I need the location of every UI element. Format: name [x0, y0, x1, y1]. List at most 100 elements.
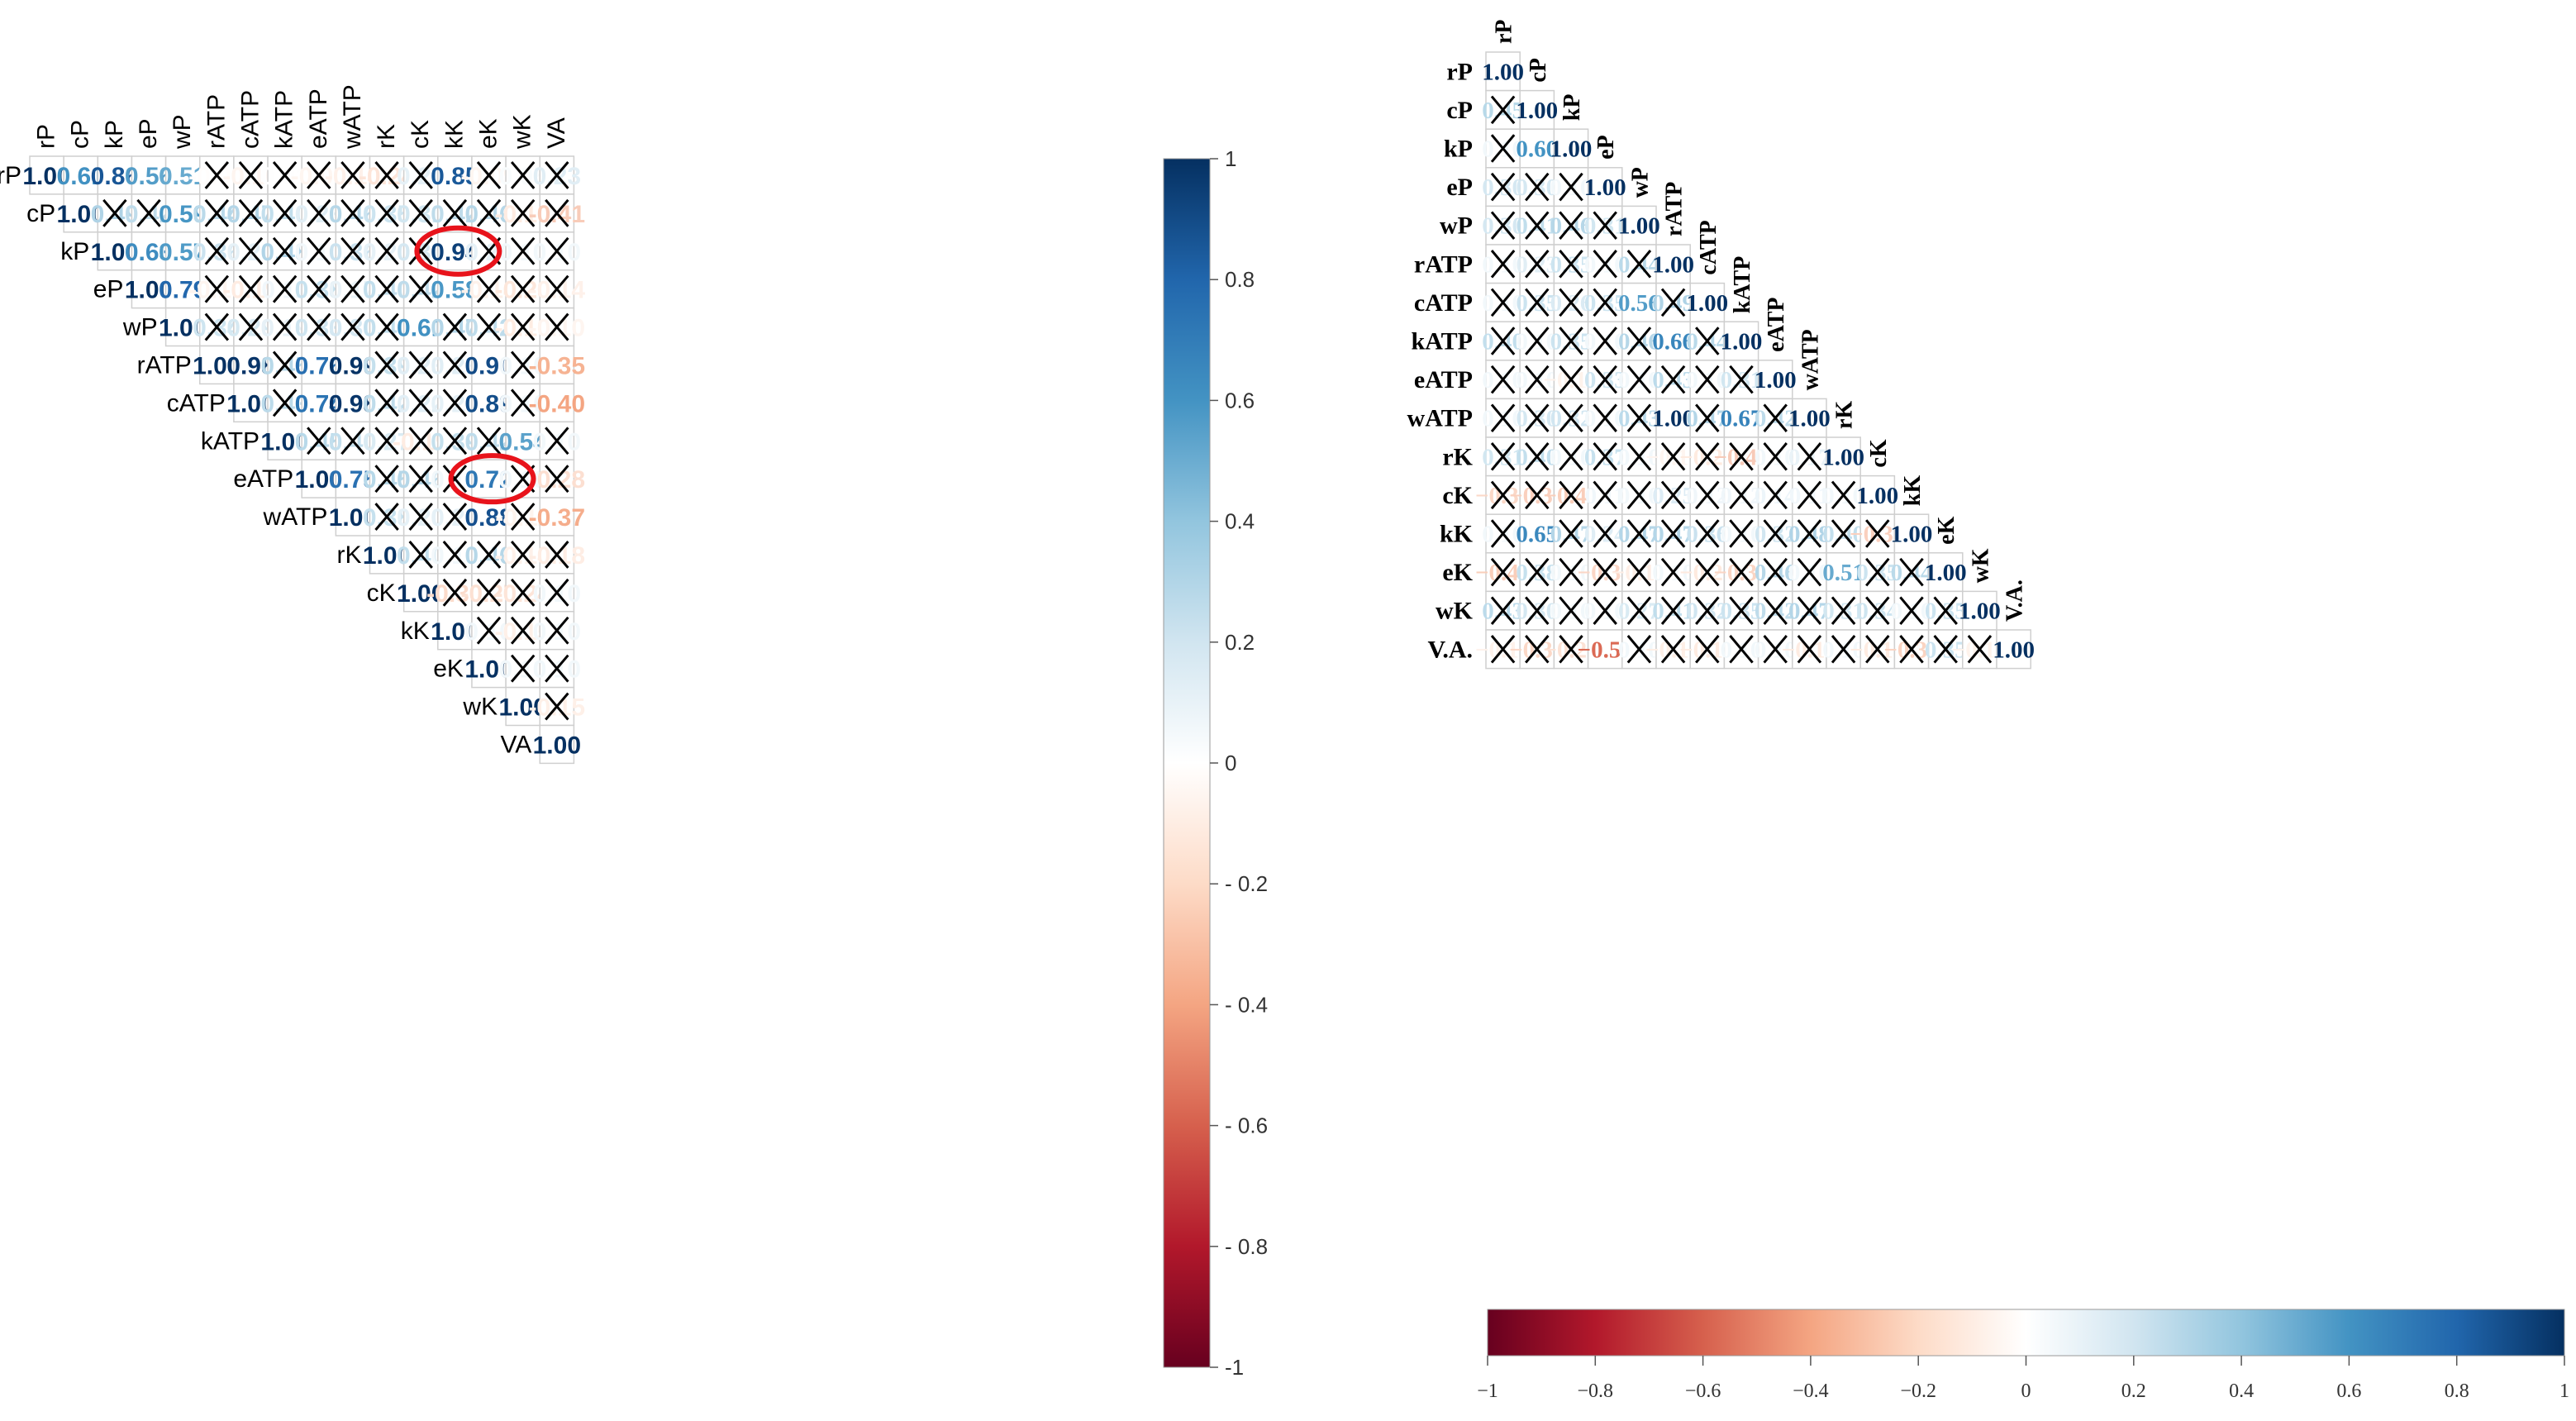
- cell-value-label: 1.00: [1993, 637, 2035, 663]
- cross-mark: [1695, 365, 1720, 394]
- cross-mark: [1831, 519, 1856, 548]
- cross-mark: [442, 578, 468, 607]
- right-colorbar: −1 −0.8 −0.6 −0.4 −0.2 0 0.2 0.4 0.6 0.8 1: [1477, 1309, 2569, 1402]
- row-label: eATP: [233, 465, 293, 493]
- cross-mark: [1525, 442, 1550, 471]
- cross-mark: [340, 161, 365, 189]
- cell-value-label: 0.59: [159, 201, 207, 228]
- cell-value-label: 0.51: [1822, 560, 1864, 586]
- heatmap-cell: [402, 307, 439, 347]
- colorbar-tick-label: 1: [2559, 1380, 2569, 1402]
- row-label: VA: [500, 731, 531, 758]
- row-label: cP: [26, 200, 55, 227]
- colorbar-tick-label: - 0.4: [1225, 992, 1268, 1017]
- row-label: kP: [60, 238, 89, 265]
- cross-mark: [1525, 480, 1550, 510]
- cell-value-label: 1.00: [1482, 59, 1524, 85]
- left-colorbar-gradient: [1164, 159, 1210, 1367]
- cell-value-label: 0.65: [1516, 522, 1558, 548]
- column-label: eP: [135, 118, 162, 149]
- cross-mark: [476, 312, 502, 341]
- cross-mark: [1626, 519, 1652, 548]
- cross-mark: [1729, 480, 1754, 510]
- cell-value-label: 0.56: [125, 163, 173, 190]
- row-label: cATP: [167, 389, 226, 417]
- cross-mark: [545, 427, 569, 455]
- cross-mark: [1490, 403, 1516, 432]
- cross-mark: [1593, 442, 1617, 471]
- cross-mark: [1729, 365, 1754, 394]
- cross-mark: [1797, 596, 1822, 625]
- cell-value-label: 0.58: [431, 277, 479, 304]
- cell-value-label: 0.54: [498, 428, 547, 455]
- column-label: kP: [101, 120, 128, 149]
- cross-mark: [1490, 365, 1516, 394]
- cell-value-label: 1.00: [1891, 522, 1933, 548]
- cell-value-label: 0.86: [91, 163, 139, 190]
- highlight-ellipse: [414, 225, 502, 277]
- cross-mark: [374, 465, 399, 494]
- heatmap-cell: [471, 648, 507, 689]
- cross-mark: [340, 312, 365, 341]
- cell-value-label: 1.00: [329, 504, 377, 532]
- cross-mark: [1626, 442, 1652, 471]
- cell-value-label: 1.00: [1584, 174, 1626, 201]
- colorbar-tick-label: 0.8: [1225, 267, 1255, 292]
- cross-mark: [1660, 480, 1686, 510]
- heatmap-cell: [539, 724, 575, 765]
- cross-mark: [1865, 519, 1890, 548]
- heatmap-cell: [437, 155, 473, 195]
- colorbar-tick-label: - 0.8: [1225, 1234, 1268, 1259]
- cross-mark: [408, 161, 433, 189]
- heatmap-cell: [1893, 513, 1930, 554]
- cell-value-label: 0.89: [464, 390, 512, 417]
- cell-value-label: 1.00: [1618, 213, 1660, 240]
- cross-mark: [510, 541, 536, 569]
- colorbar-tick-label: 0: [2021, 1380, 2031, 1402]
- cross-mark: [408, 198, 433, 227]
- cross-mark: [374, 503, 399, 531]
- cross-mark: [1626, 403, 1652, 432]
- cross-mark: [442, 465, 468, 494]
- cross-mark: [1660, 365, 1686, 394]
- cross-mark: [1797, 442, 1822, 471]
- column-label: rATP: [202, 94, 230, 149]
- cross-mark: [1593, 211, 1617, 240]
- cross-mark: [136, 198, 161, 227]
- left-colorbar: 1 0.8 0.6 0.4 0.2 0 - 0.2 - 0.4 - 0.6 - 0.8 -1: [1163, 146, 1268, 1380]
- cross-mark: [272, 198, 298, 227]
- heatmap-cell: [1587, 629, 1623, 670]
- cross-mark: [1593, 480, 1617, 510]
- cross-mark: [1729, 519, 1754, 548]
- cross-mark: [545, 465, 569, 494]
- colorbar-tick-label: -1: [1225, 1355, 1244, 1380]
- row-label: rP: [0, 162, 21, 189]
- heatmap-cell: [505, 686, 540, 727]
- column-label: kK: [440, 120, 468, 149]
- cross-mark: [340, 274, 365, 303]
- cross-mark: [476, 198, 502, 227]
- heatmap-cell: [1826, 436, 1861, 477]
- cross-mark: [1490, 172, 1516, 202]
- heatmap-cell: [131, 269, 167, 309]
- column-label: V.A.: [2002, 579, 2028, 622]
- heatmap-cell: [301, 383, 337, 423]
- cross-mark: [1695, 442, 1720, 471]
- column-label: eATP: [305, 88, 332, 149]
- heatmap-cell: [539, 497, 575, 536]
- colorbar-tick-label: −0.4: [1793, 1380, 1829, 1402]
- row-label: kK: [1440, 521, 1474, 548]
- cross-mark: [1899, 596, 1924, 625]
- cross-mark: [272, 274, 298, 303]
- cross-mark: [1490, 519, 1516, 548]
- row-label: kATP: [201, 427, 260, 455]
- cross-mark: [1593, 365, 1617, 394]
- cross-mark: [1729, 442, 1754, 471]
- column-label: wP: [169, 114, 196, 150]
- cross-mark: [1490, 635, 1516, 664]
- colorbar-tick-label: −0.2: [1900, 1380, 1936, 1402]
- cross-mark: [545, 198, 569, 227]
- cell-value-label: 1.00: [57, 201, 105, 228]
- cell-value-label: 0.66: [1652, 329, 1694, 355]
- cross-mark: [1559, 635, 1583, 664]
